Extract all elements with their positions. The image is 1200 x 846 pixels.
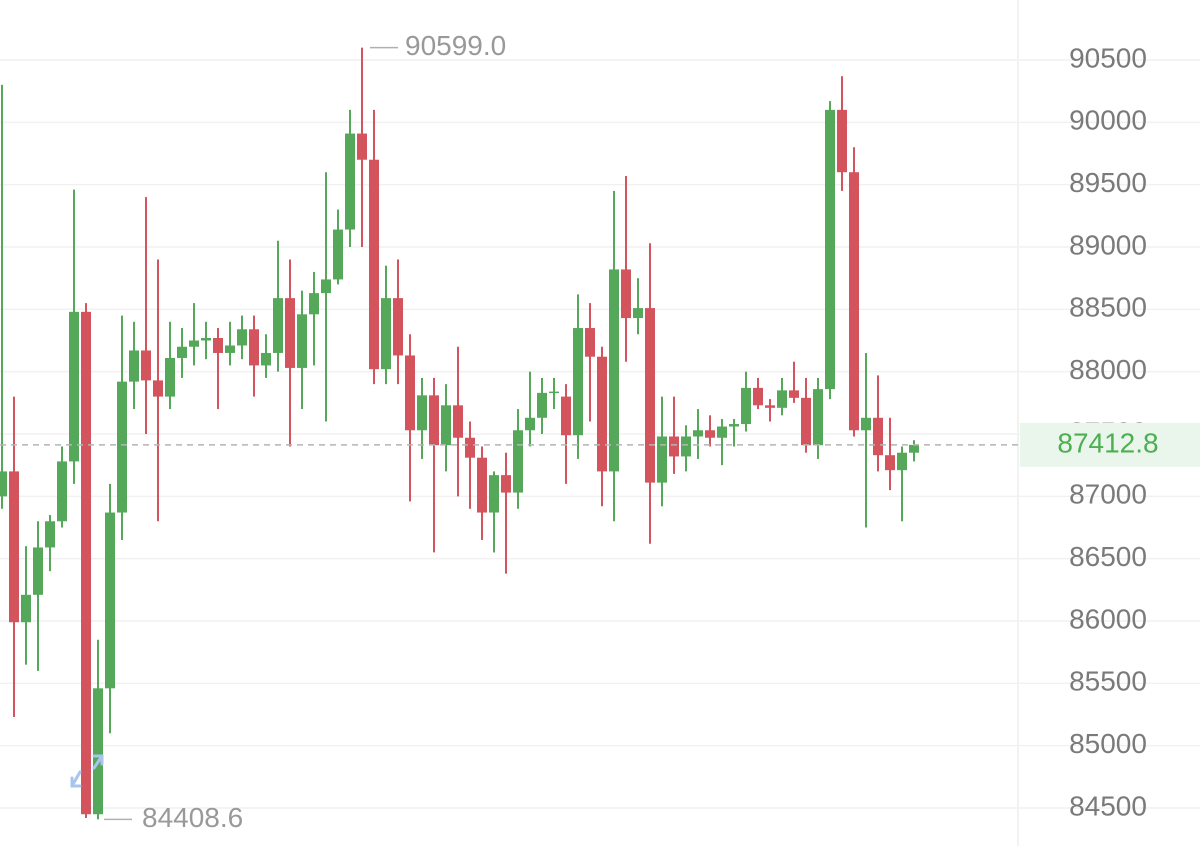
y-tick-label: 88000 bbox=[1069, 354, 1147, 385]
candle-body bbox=[633, 308, 643, 319]
candle-body bbox=[81, 311, 91, 815]
candle-body bbox=[753, 387, 763, 406]
y-tick-label: 87000 bbox=[1069, 479, 1147, 510]
candle-body bbox=[501, 475, 511, 493]
y-tick-label: 86500 bbox=[1069, 541, 1147, 572]
candle-body bbox=[381, 298, 391, 370]
candle-body bbox=[537, 392, 547, 418]
candle-body bbox=[117, 381, 127, 513]
last-price-box bbox=[1020, 422, 1200, 467]
candle-body bbox=[681, 436, 691, 457]
candle-body bbox=[777, 390, 787, 408]
candle-body bbox=[561, 396, 571, 436]
candle-body bbox=[525, 417, 535, 431]
candle-body bbox=[93, 688, 103, 815]
y-tick-label: 90000 bbox=[1069, 105, 1147, 136]
candle-body bbox=[861, 417, 871, 431]
candle-body bbox=[477, 457, 487, 513]
candle-body bbox=[705, 430, 715, 438]
candle-body bbox=[597, 356, 607, 472]
expand-icon[interactable] bbox=[70, 754, 104, 788]
y-tick-label: 85000 bbox=[1069, 728, 1147, 759]
candle-body bbox=[873, 417, 883, 456]
candle-body bbox=[177, 346, 187, 358]
candle-body bbox=[669, 436, 679, 457]
y-tick-label: 86000 bbox=[1069, 603, 1147, 634]
candle-body bbox=[813, 389, 823, 446]
candle-body bbox=[825, 109, 835, 390]
candle-body bbox=[549, 391, 559, 394]
candle-body bbox=[129, 350, 139, 382]
candle-body bbox=[297, 314, 307, 368]
candle-body bbox=[153, 380, 163, 397]
candle-body bbox=[333, 229, 343, 280]
candle-body bbox=[429, 395, 439, 446]
candle-body bbox=[909, 444, 919, 453]
candle-body bbox=[105, 512, 115, 689]
candle-body bbox=[369, 159, 379, 370]
candle-body bbox=[885, 455, 895, 471]
candle-body bbox=[453, 405, 463, 438]
candle-body bbox=[165, 357, 175, 397]
candle-body bbox=[21, 594, 31, 623]
overlay: 90599.0 84408.6 87412.8 bbox=[0, 30, 1200, 833]
candle-body bbox=[441, 405, 451, 446]
candle-body bbox=[621, 269, 631, 319]
candle-body bbox=[657, 436, 667, 483]
grid: 8450085000855008600086500870008750088000… bbox=[0, 42, 1200, 821]
candle-body bbox=[9, 471, 19, 623]
candle-body bbox=[645, 308, 655, 483]
candle-body bbox=[489, 475, 499, 513]
y-tick-label: 90500 bbox=[1069, 42, 1147, 73]
candle-body bbox=[417, 395, 427, 431]
candle-body bbox=[57, 461, 67, 522]
candle-body bbox=[261, 352, 271, 366]
candle-body bbox=[45, 521, 55, 548]
candle-body bbox=[345, 133, 355, 230]
plot bbox=[0, 47, 919, 820]
candle-body bbox=[801, 397, 811, 446]
candle-body bbox=[309, 293, 319, 315]
candle-body bbox=[225, 345, 235, 353]
candle-body bbox=[321, 279, 331, 294]
y-tick-label: 84500 bbox=[1069, 790, 1147, 821]
max-marker-label: 90599.0 bbox=[405, 30, 506, 61]
candle-body bbox=[285, 298, 295, 368]
y-tick-label: 89500 bbox=[1069, 167, 1147, 198]
candle-body bbox=[837, 109, 847, 173]
candle-body bbox=[405, 355, 415, 431]
candle-body bbox=[789, 390, 799, 398]
candle-body bbox=[189, 340, 199, 347]
candle-body bbox=[237, 329, 247, 346]
candle-body bbox=[249, 329, 259, 366]
candle-body bbox=[513, 430, 523, 493]
last-price-label: 87412.8 bbox=[1057, 427, 1158, 458]
candle-body bbox=[141, 350, 151, 381]
candle-body bbox=[201, 338, 211, 341]
y-tick-label: 88500 bbox=[1069, 292, 1147, 323]
candle-body bbox=[393, 298, 403, 356]
candle-body bbox=[693, 430, 703, 437]
candle-body bbox=[717, 426, 727, 438]
candle-body bbox=[765, 405, 775, 408]
candle-body bbox=[849, 172, 859, 431]
candle-body bbox=[33, 547, 43, 595]
candle-body bbox=[741, 387, 751, 425]
candle-body bbox=[729, 424, 739, 427]
candle-body bbox=[69, 311, 79, 462]
candle-body bbox=[357, 133, 367, 160]
candle-body bbox=[609, 269, 619, 472]
min-marker-label: 84408.6 bbox=[142, 802, 243, 833]
candle-body bbox=[465, 437, 475, 458]
candle-body bbox=[0, 471, 7, 497]
candle-body bbox=[573, 328, 583, 436]
candle-body bbox=[213, 338, 223, 353]
candle-body bbox=[585, 328, 595, 357]
candle-body bbox=[897, 452, 907, 471]
y-tick-label: 89000 bbox=[1069, 229, 1147, 260]
y-tick-label: 85500 bbox=[1069, 666, 1147, 697]
candle-body bbox=[273, 298, 283, 353]
